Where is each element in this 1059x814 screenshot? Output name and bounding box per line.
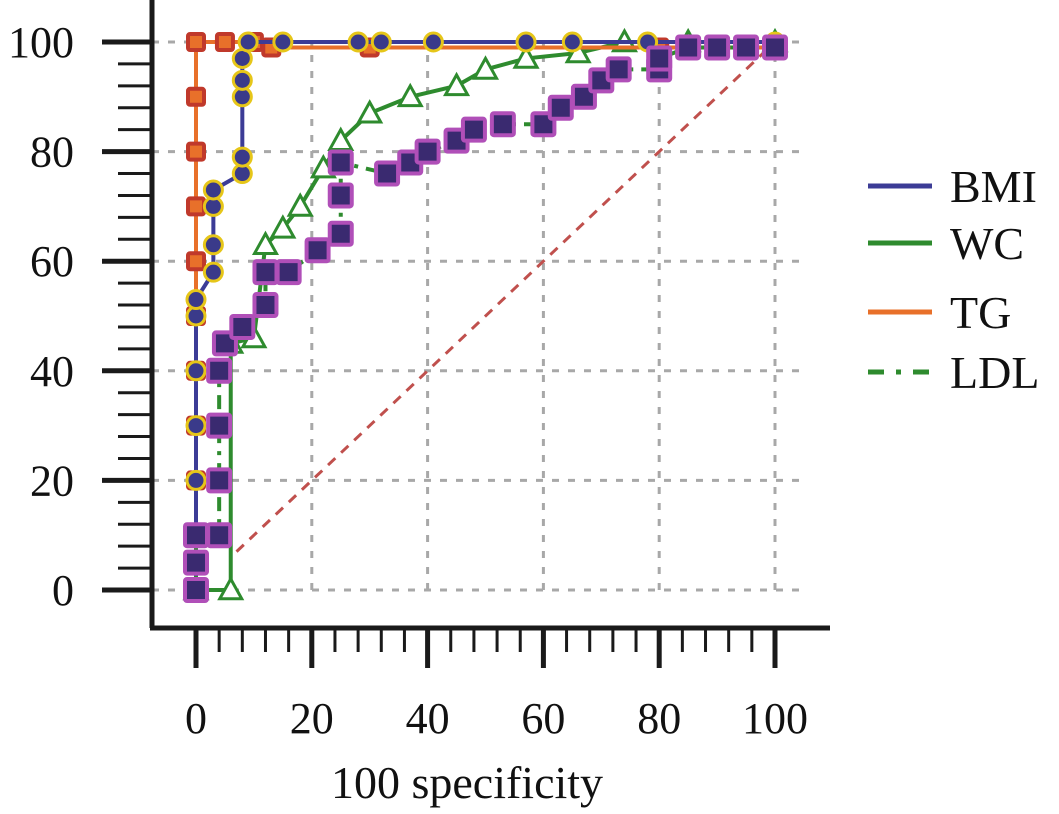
point-bmi bbox=[422, 31, 444, 53]
point-tg bbox=[186, 86, 206, 107]
x-tick-label: 80 bbox=[637, 694, 681, 743]
legend-label-tg: TG bbox=[950, 287, 1011, 338]
point-tg bbox=[186, 141, 206, 162]
y-tick-label: 100 bbox=[8, 18, 74, 67]
point-ldl bbox=[460, 116, 487, 143]
point-wc bbox=[443, 71, 471, 97]
point-bmi bbox=[231, 146, 253, 168]
point-ldl bbox=[183, 522, 209, 549]
point-tg bbox=[214, 32, 235, 52]
point-ldl bbox=[275, 259, 302, 286]
point-wc bbox=[471, 55, 500, 80]
point-ldl bbox=[206, 522, 233, 549]
series-bmi bbox=[185, 31, 786, 601]
point-bmi bbox=[185, 289, 207, 311]
point-bmi bbox=[272, 31, 294, 53]
y-tick-label: 20 bbox=[30, 456, 74, 505]
point-bmi bbox=[561, 31, 583, 53]
point-wc bbox=[269, 214, 297, 239]
point-ldl bbox=[733, 34, 760, 61]
point-ldl bbox=[327, 182, 354, 209]
point-bmi bbox=[185, 360, 207, 382]
point-ldl bbox=[229, 313, 256, 340]
axes bbox=[149, 0, 830, 631]
point-ldl bbox=[206, 357, 233, 384]
point-bmi bbox=[202, 261, 224, 283]
legend: BMI WC TG LDL bbox=[868, 161, 1039, 398]
point-bmi bbox=[202, 179, 224, 201]
point-bmi bbox=[231, 69, 253, 91]
point-wc bbox=[356, 99, 384, 124]
x-tick-label: 40 bbox=[406, 694, 450, 743]
y-tick-label: 80 bbox=[30, 128, 74, 177]
point-bmi bbox=[185, 469, 207, 491]
x-tick-label: 60 bbox=[521, 694, 565, 743]
x-tick-label: 20 bbox=[290, 694, 334, 743]
point-bmi bbox=[347, 31, 369, 53]
point-ldl bbox=[206, 412, 233, 439]
point-tg bbox=[186, 251, 206, 272]
point-bmi bbox=[515, 31, 537, 53]
point-ldl bbox=[252, 292, 279, 319]
point-ldl bbox=[327, 220, 354, 247]
x-tick-label: 0 bbox=[185, 694, 207, 743]
reference-diagonal-line bbox=[235, 40, 777, 553]
point-ldl bbox=[183, 577, 209, 603]
minor-ticks bbox=[102, 0, 778, 668]
series-ldl bbox=[183, 34, 788, 603]
legend-label-ldl: LDL bbox=[950, 347, 1039, 398]
point-ldl bbox=[704, 34, 731, 61]
point-tg bbox=[186, 196, 206, 217]
point-ldl bbox=[327, 149, 354, 176]
point-ldl bbox=[675, 34, 702, 61]
point-ldl bbox=[605, 56, 632, 83]
point-ldl bbox=[252, 259, 279, 286]
x-tick-label: 100 bbox=[742, 694, 808, 743]
point-wc bbox=[286, 192, 314, 217]
y-tick-label: 40 bbox=[30, 347, 74, 396]
point-bmi bbox=[370, 31, 392, 53]
point-ldl bbox=[646, 45, 673, 72]
point-bmi bbox=[202, 234, 224, 256]
point-wc bbox=[217, 575, 245, 601]
point-ldl bbox=[762, 34, 788, 61]
legend-label-wc: WC bbox=[950, 218, 1024, 269]
point-bmi bbox=[185, 415, 207, 437]
grid bbox=[104, 40, 807, 592]
point-ldl bbox=[489, 111, 516, 138]
point-ldl bbox=[206, 467, 233, 494]
point-ldl bbox=[183, 549, 209, 576]
point-wc bbox=[251, 230, 280, 256]
tick-labels: 0 20 40 60 80 100 0 20 40 60 80 100 bbox=[8, 18, 808, 743]
point-wc bbox=[512, 44, 540, 69]
point-wc bbox=[327, 126, 355, 151]
point-ldl bbox=[547, 94, 574, 121]
series-line-ldl bbox=[194, 45, 775, 590]
series bbox=[182, 27, 789, 603]
legend-label-bmi: BMI bbox=[950, 161, 1037, 212]
point-wc bbox=[396, 82, 424, 108]
point-ldl bbox=[304, 237, 331, 264]
y-tick-label: 60 bbox=[30, 237, 74, 286]
reference-line bbox=[235, 40, 777, 553]
x-axis-title: 100 specificity bbox=[331, 757, 603, 808]
point-ldl bbox=[374, 160, 401, 187]
y-tick-label: 0 bbox=[52, 566, 74, 615]
point-ldl bbox=[414, 138, 441, 165]
point-tg bbox=[186, 32, 206, 52]
point-bmi bbox=[237, 31, 259, 53]
